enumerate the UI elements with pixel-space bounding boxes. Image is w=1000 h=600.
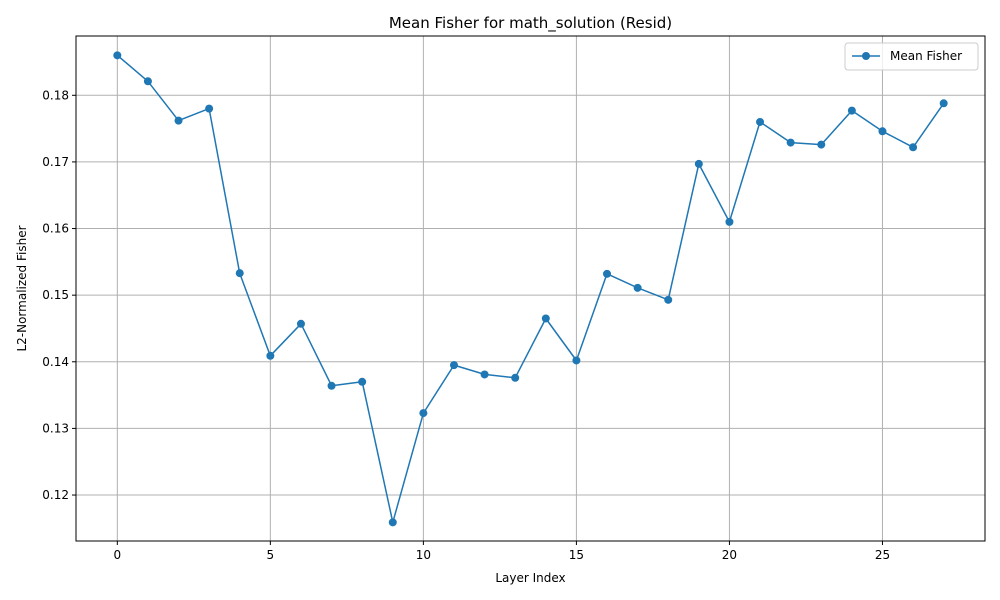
legend-box [844, 42, 979, 71]
x-axis-ticks: 0 5 10 15 20 25 [113, 541, 890, 562]
y-tick-label: 0.12 [42, 488, 69, 502]
data-point [511, 373, 520, 382]
data-point [847, 106, 856, 115]
plot-area [76, 36, 985, 541]
y-tick-label: 0.13 [42, 421, 69, 435]
data-point [909, 143, 918, 152]
x-tick-label: 10 [416, 548, 431, 562]
data-point [419, 409, 428, 418]
data-point [143, 77, 152, 86]
data-point [296, 319, 305, 328]
legend: Mean Fisher [844, 42, 979, 71]
y-tick-label: 0.17 [42, 155, 69, 169]
data-point [174, 116, 183, 125]
x-tick-label: 25 [875, 548, 890, 562]
data-point [633, 283, 642, 292]
data-point [541, 314, 550, 323]
y-tick-label: 0.15 [42, 288, 69, 302]
data-point [725, 217, 734, 226]
data-point [266, 351, 275, 360]
data-point [449, 361, 458, 370]
data-point [480, 370, 489, 379]
data-point [817, 140, 826, 149]
plot-frame [75, 35, 986, 542]
data-point [939, 99, 948, 108]
data-point [603, 269, 612, 278]
y-tick-label: 0.16 [42, 222, 69, 236]
data-point [878, 127, 887, 136]
y-axis-ticks: 0.12 0.13 0.14 0.15 0.16 0.17 0.18 [42, 88, 76, 502]
data-point [786, 138, 795, 147]
x-tick-label: 5 [267, 548, 275, 562]
data-point [572, 356, 581, 365]
data-point [388, 518, 397, 527]
x-tick-label: 0 [113, 548, 121, 562]
legend-entry-mean-fisher: Mean Fisher [890, 49, 962, 63]
data-point [694, 159, 703, 168]
y-tick-label: 0.14 [42, 355, 69, 369]
y-axis-label: L2-Normalized Fisher [15, 225, 29, 351]
data-point [205, 104, 214, 113]
data-point [358, 377, 367, 386]
data-point [756, 117, 765, 126]
x-tick-label: 20 [722, 548, 737, 562]
data-point [327, 381, 336, 390]
chart-title: Mean Fisher for math_solution (Resid) [389, 14, 672, 33]
x-tick-label: 15 [569, 548, 584, 562]
grid-lines [76, 36, 985, 541]
series-line [116, 54, 945, 524]
series-layer [113, 51, 948, 527]
x-axis-label: Layer Index [495, 571, 565, 585]
data-point [664, 295, 673, 304]
data-point [113, 51, 122, 60]
legend-marker-swatch [862, 52, 870, 60]
data-point [235, 269, 244, 278]
y-tick-label: 0.18 [42, 88, 69, 102]
